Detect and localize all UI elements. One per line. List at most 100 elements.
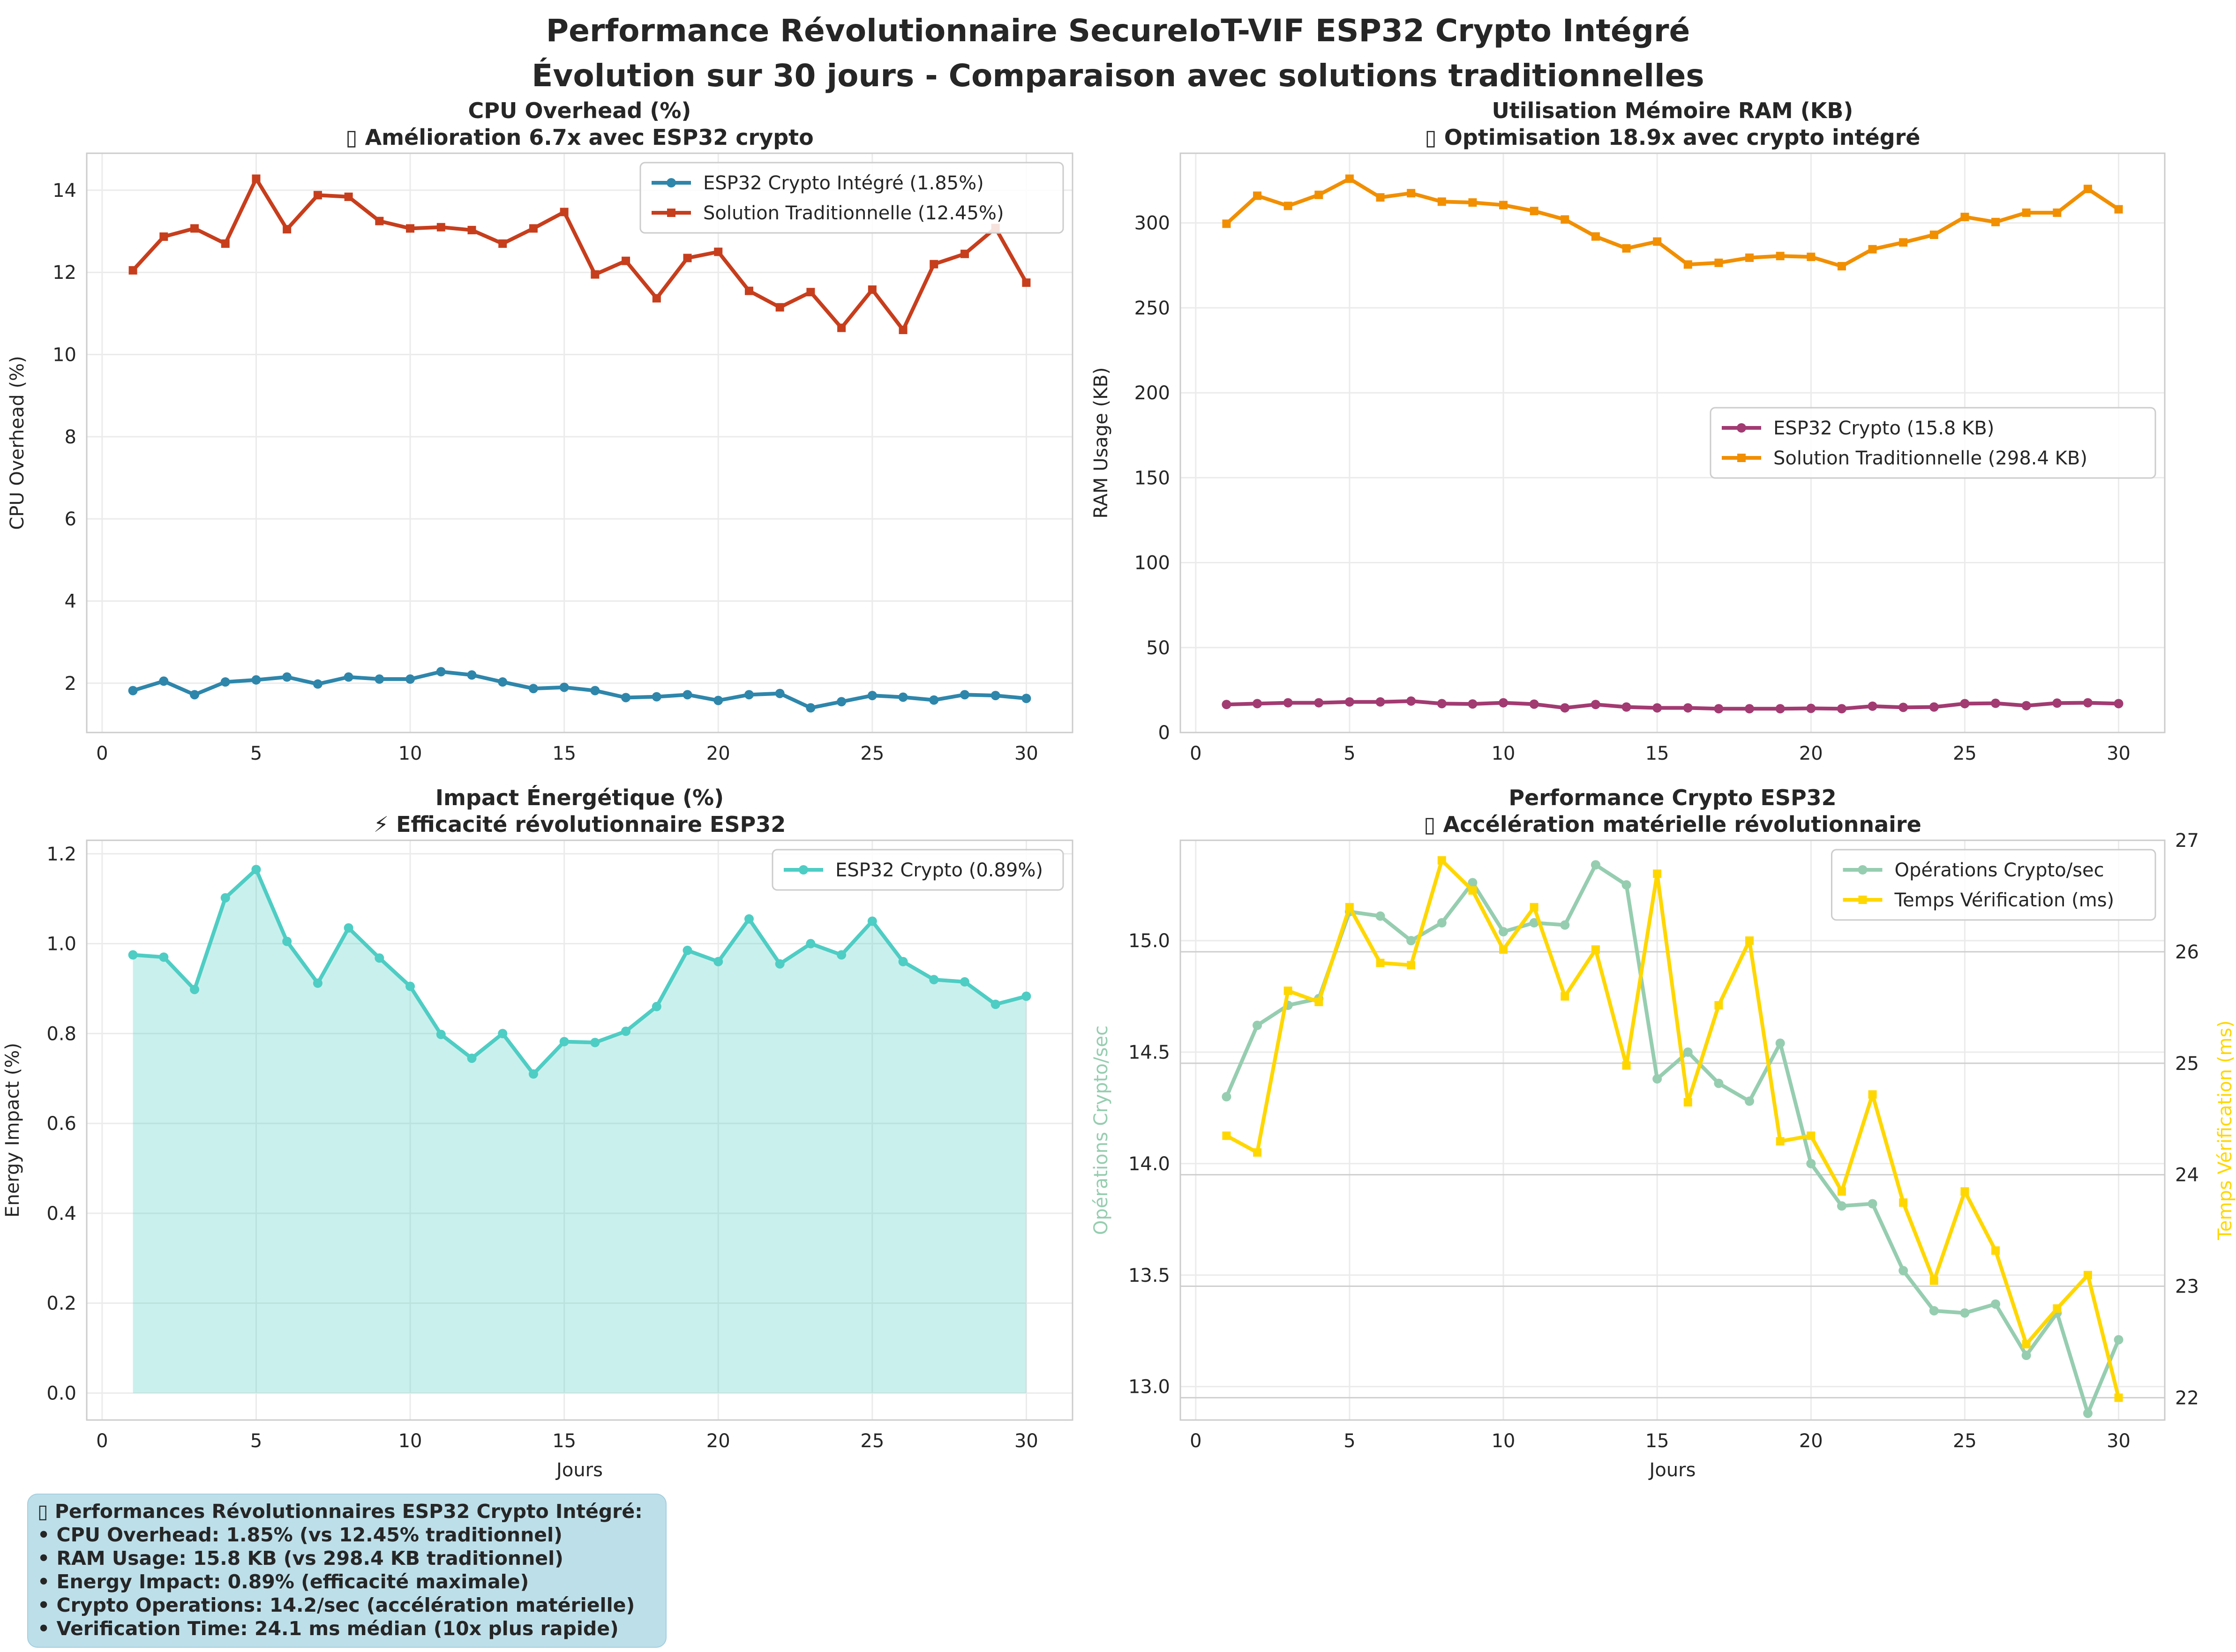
x-tick-label: 15 [552,1430,576,1452]
data-point [1253,699,1262,709]
data-point [1714,1078,1724,1088]
data-point [190,985,200,994]
data-point [1499,698,1508,708]
data-point [1714,1001,1723,1010]
data-point [683,254,692,262]
data-point [1652,1074,1662,1084]
data-point [159,952,169,962]
x-tick-label: 20 [1799,743,1823,764]
data-point [1806,703,1816,713]
legend: Opérations Crypto/sec Temps Vérification … [1831,849,2156,921]
data-point [621,693,631,703]
data-point [1929,230,1938,239]
data-point [1345,903,1354,912]
y-axis-label: Opérations Crypto/sec [1090,1025,1112,1235]
data-point [1376,193,1385,202]
x-tick-label: 15 [1645,743,1669,764]
data-point [1468,886,1477,895]
data-point [344,923,353,933]
data-point [313,191,322,200]
data-point [1837,262,1846,271]
data-point [251,675,261,685]
legend-label: ESP32 Crypto (0.89%) [835,860,1043,881]
data-point [929,975,939,985]
data-point [282,672,292,682]
data-point [1314,698,1324,708]
data-point [1437,918,1447,928]
data-point [283,225,292,234]
summary-line-energy: • Energy Impact: 0.89% (efficacité maxim… [38,1570,529,1593]
data-point [1591,232,1600,241]
data-point [1745,1096,1755,1106]
data-point [867,916,877,926]
x-tick-label: 25 [1953,743,1977,764]
data-point [960,249,969,258]
x-tick-label: 25 [860,1430,884,1452]
x-tick-label: 5 [250,1430,262,1452]
data-point [713,957,723,966]
series-line [133,867,1027,1076]
data-point [1283,698,1293,708]
data-point [1807,1131,1816,1140]
x-axis-label: Jours [1648,1459,1696,1481]
legend-marker [667,209,675,217]
data-point [1222,1092,1231,1102]
data-point [1622,244,1631,253]
chart-subtitle: ▯ Amélioration 6.7x avec ESP32 crypto [345,125,813,150]
x-tick-label: 30 [1014,743,1038,764]
series-line [1225,858,2121,1398]
x-tick-label: 20 [706,743,730,764]
data-point [1591,945,1600,954]
data-point [960,977,969,987]
data-point [899,325,908,334]
data-point [190,224,199,233]
y-tick-label: 14 [53,180,76,202]
legend-marker [1737,454,1746,462]
data-point [1683,703,1693,713]
data-point [1621,880,1631,890]
data-point [1530,207,1538,216]
data-point [837,950,847,960]
data-point [282,936,292,946]
data-point [2053,208,2062,217]
data-point [960,690,969,700]
data-point [220,677,230,687]
x-tick-label: 25 [1953,1430,1977,1452]
data-point [436,223,445,232]
data-point [683,945,692,955]
data-point [898,692,908,702]
legend: ESP32 Crypto Intégré (1.85%) Solution Tra… [639,162,1064,234]
x-tick-label: 15 [552,743,576,764]
data-point [806,703,816,713]
figure-title-line-2: Évolution sur 30 jours - Comparaison ave… [532,58,1704,94]
data-point [930,260,938,269]
data-point [1868,1090,1877,1099]
area-fill [133,869,1027,1393]
data-point [2114,205,2123,214]
summary-box [27,1494,667,1648]
x-tick-label: 10 [1492,1430,1516,1452]
y-tick-label: 0 [1158,722,1170,744]
data-point [1807,253,1816,262]
x-axis-label: Jours [555,1459,603,1481]
summary-line-title: ▯ Performances Révolutionnaires ESP32 Cr… [38,1500,643,1523]
data-point [159,232,168,241]
data-point [1991,217,2000,226]
data-point [559,682,569,692]
data-point [1837,1201,1846,1211]
data-point [775,959,785,969]
data-point [128,686,138,695]
data-point [559,1037,569,1047]
legend-marker [667,178,676,187]
summary-text: ▯ Performances Révolutionnaires ESP32 Cr… [38,1500,643,1640]
data-point [1530,903,1538,912]
chart-2: 0 5 10 15 20 25 30050100150200250300Utilisatio… [1090,98,2166,764]
data-point [560,208,569,217]
y-tick-label: 1.0 [46,934,76,955]
data-point [1344,697,1354,707]
data-point [1591,700,1600,710]
legend-box [772,849,1064,891]
chart-subtitle: ▯ Accélération matérielle révolutionnair… [1424,812,1921,837]
x-tick-label: 5 [250,743,262,764]
data-point [1745,704,1755,714]
